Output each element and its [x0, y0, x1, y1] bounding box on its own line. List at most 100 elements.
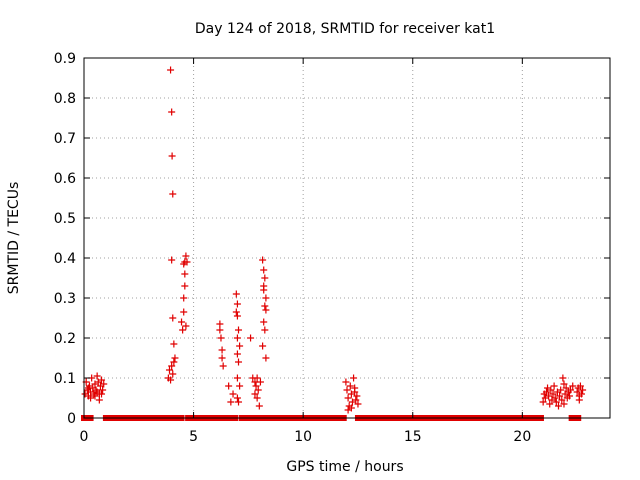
- data-point: [559, 374, 567, 382]
- data-point: [233, 334, 241, 342]
- data-point: [344, 394, 352, 402]
- data-point: [91, 392, 99, 400]
- data-point: [545, 392, 553, 400]
- data-point: [558, 396, 566, 404]
- data-point: [232, 308, 240, 316]
- data-point: [260, 266, 268, 274]
- data-point: [99, 386, 107, 394]
- data-point: [217, 334, 225, 342]
- data-point: [261, 302, 269, 310]
- y-tick-label: 0: [67, 411, 76, 427]
- data-point: [171, 354, 179, 362]
- data-point: [229, 390, 237, 398]
- data-point: [218, 346, 226, 354]
- data-point: [235, 398, 243, 406]
- data-point: [170, 358, 178, 366]
- data-point: [352, 396, 360, 404]
- y-tick-label: 0.1: [54, 371, 76, 387]
- data-point: [98, 376, 106, 384]
- data-point: [216, 320, 224, 328]
- data-point: [567, 386, 575, 394]
- data-point: [233, 350, 241, 358]
- data-point: [549, 390, 557, 398]
- data-point: [351, 384, 359, 392]
- data-point: [87, 394, 95, 402]
- data-point: [261, 274, 269, 282]
- data-point: [556, 392, 564, 400]
- x-axis-label: GPS time / hours: [286, 459, 403, 475]
- data-point: [216, 326, 224, 334]
- data-point: [557, 386, 565, 394]
- data-point: [93, 388, 101, 396]
- data-point: [168, 256, 176, 264]
- plot-frame: [83, 57, 611, 419]
- data-point: [168, 108, 176, 116]
- data-point: [247, 334, 255, 342]
- data-point: [169, 314, 177, 322]
- data-point: [167, 66, 175, 74]
- data-point: [169, 370, 177, 378]
- data-point: [182, 252, 190, 260]
- data-point: [562, 384, 570, 392]
- data-point: [546, 400, 554, 408]
- data-point: [178, 318, 186, 326]
- data-point: [259, 342, 267, 350]
- data-point: [573, 388, 581, 396]
- y-tick-label: 0.5: [54, 211, 76, 227]
- data-point: [233, 374, 241, 382]
- data-point: [233, 300, 241, 308]
- data-point: [167, 376, 175, 384]
- data-point: [93, 372, 101, 380]
- data-point: [235, 326, 243, 334]
- data-point: [253, 374, 261, 382]
- x-tick-label: 20: [513, 429, 531, 445]
- data-point: [260, 282, 268, 290]
- y-axis-ticks: 0 0.1 0.2 0.3 0.4 0.5 0.6 0.7 0.8 0.9: [54, 51, 610, 427]
- data-point: [261, 326, 269, 334]
- data-point: [236, 342, 244, 350]
- data-point: [98, 390, 106, 398]
- data-point: [180, 294, 188, 302]
- data-point: [262, 306, 270, 314]
- data-point: [165, 366, 173, 374]
- y-tick-label: 0.3: [54, 291, 76, 307]
- data-point: [227, 398, 235, 406]
- data-point: [181, 270, 189, 278]
- data-point: [225, 382, 233, 390]
- data-point: [551, 394, 559, 402]
- data-point: [100, 380, 108, 388]
- data-point: [254, 386, 262, 394]
- data-point: [569, 382, 577, 390]
- data-point: [252, 382, 260, 390]
- data-point: [235, 358, 243, 366]
- data-point: [182, 322, 190, 330]
- data-point: [346, 382, 354, 390]
- data-point: [256, 378, 264, 386]
- data-point: [183, 258, 191, 266]
- data-point: [253, 394, 261, 402]
- x-tick-label: 0: [80, 429, 89, 445]
- chart-title: Day 124 of 2018, SRMTID for receiver kat…: [195, 21, 495, 37]
- data-point: [575, 396, 583, 404]
- data-point: [233, 312, 241, 320]
- data-point: [84, 384, 92, 392]
- data-point: [565, 392, 573, 400]
- y-tick-label: 0.8: [54, 91, 76, 107]
- data-point: [170, 340, 178, 348]
- data-point: [233, 394, 241, 402]
- data-point: [554, 402, 562, 410]
- data-point: [347, 404, 355, 412]
- data-point: [552, 398, 560, 406]
- data-point: [179, 326, 187, 334]
- data-point: [181, 282, 189, 290]
- y-tick-label: 0.7: [54, 131, 76, 147]
- data-point: [576, 382, 584, 390]
- y-tick-label: 0.6: [54, 171, 76, 187]
- data-point: [560, 380, 568, 388]
- data-point: [342, 378, 350, 386]
- data-point: [169, 190, 177, 198]
- data-point: [219, 362, 227, 370]
- y-axis-label: SRMTID / TECUs: [6, 182, 22, 295]
- data-point: [353, 392, 361, 400]
